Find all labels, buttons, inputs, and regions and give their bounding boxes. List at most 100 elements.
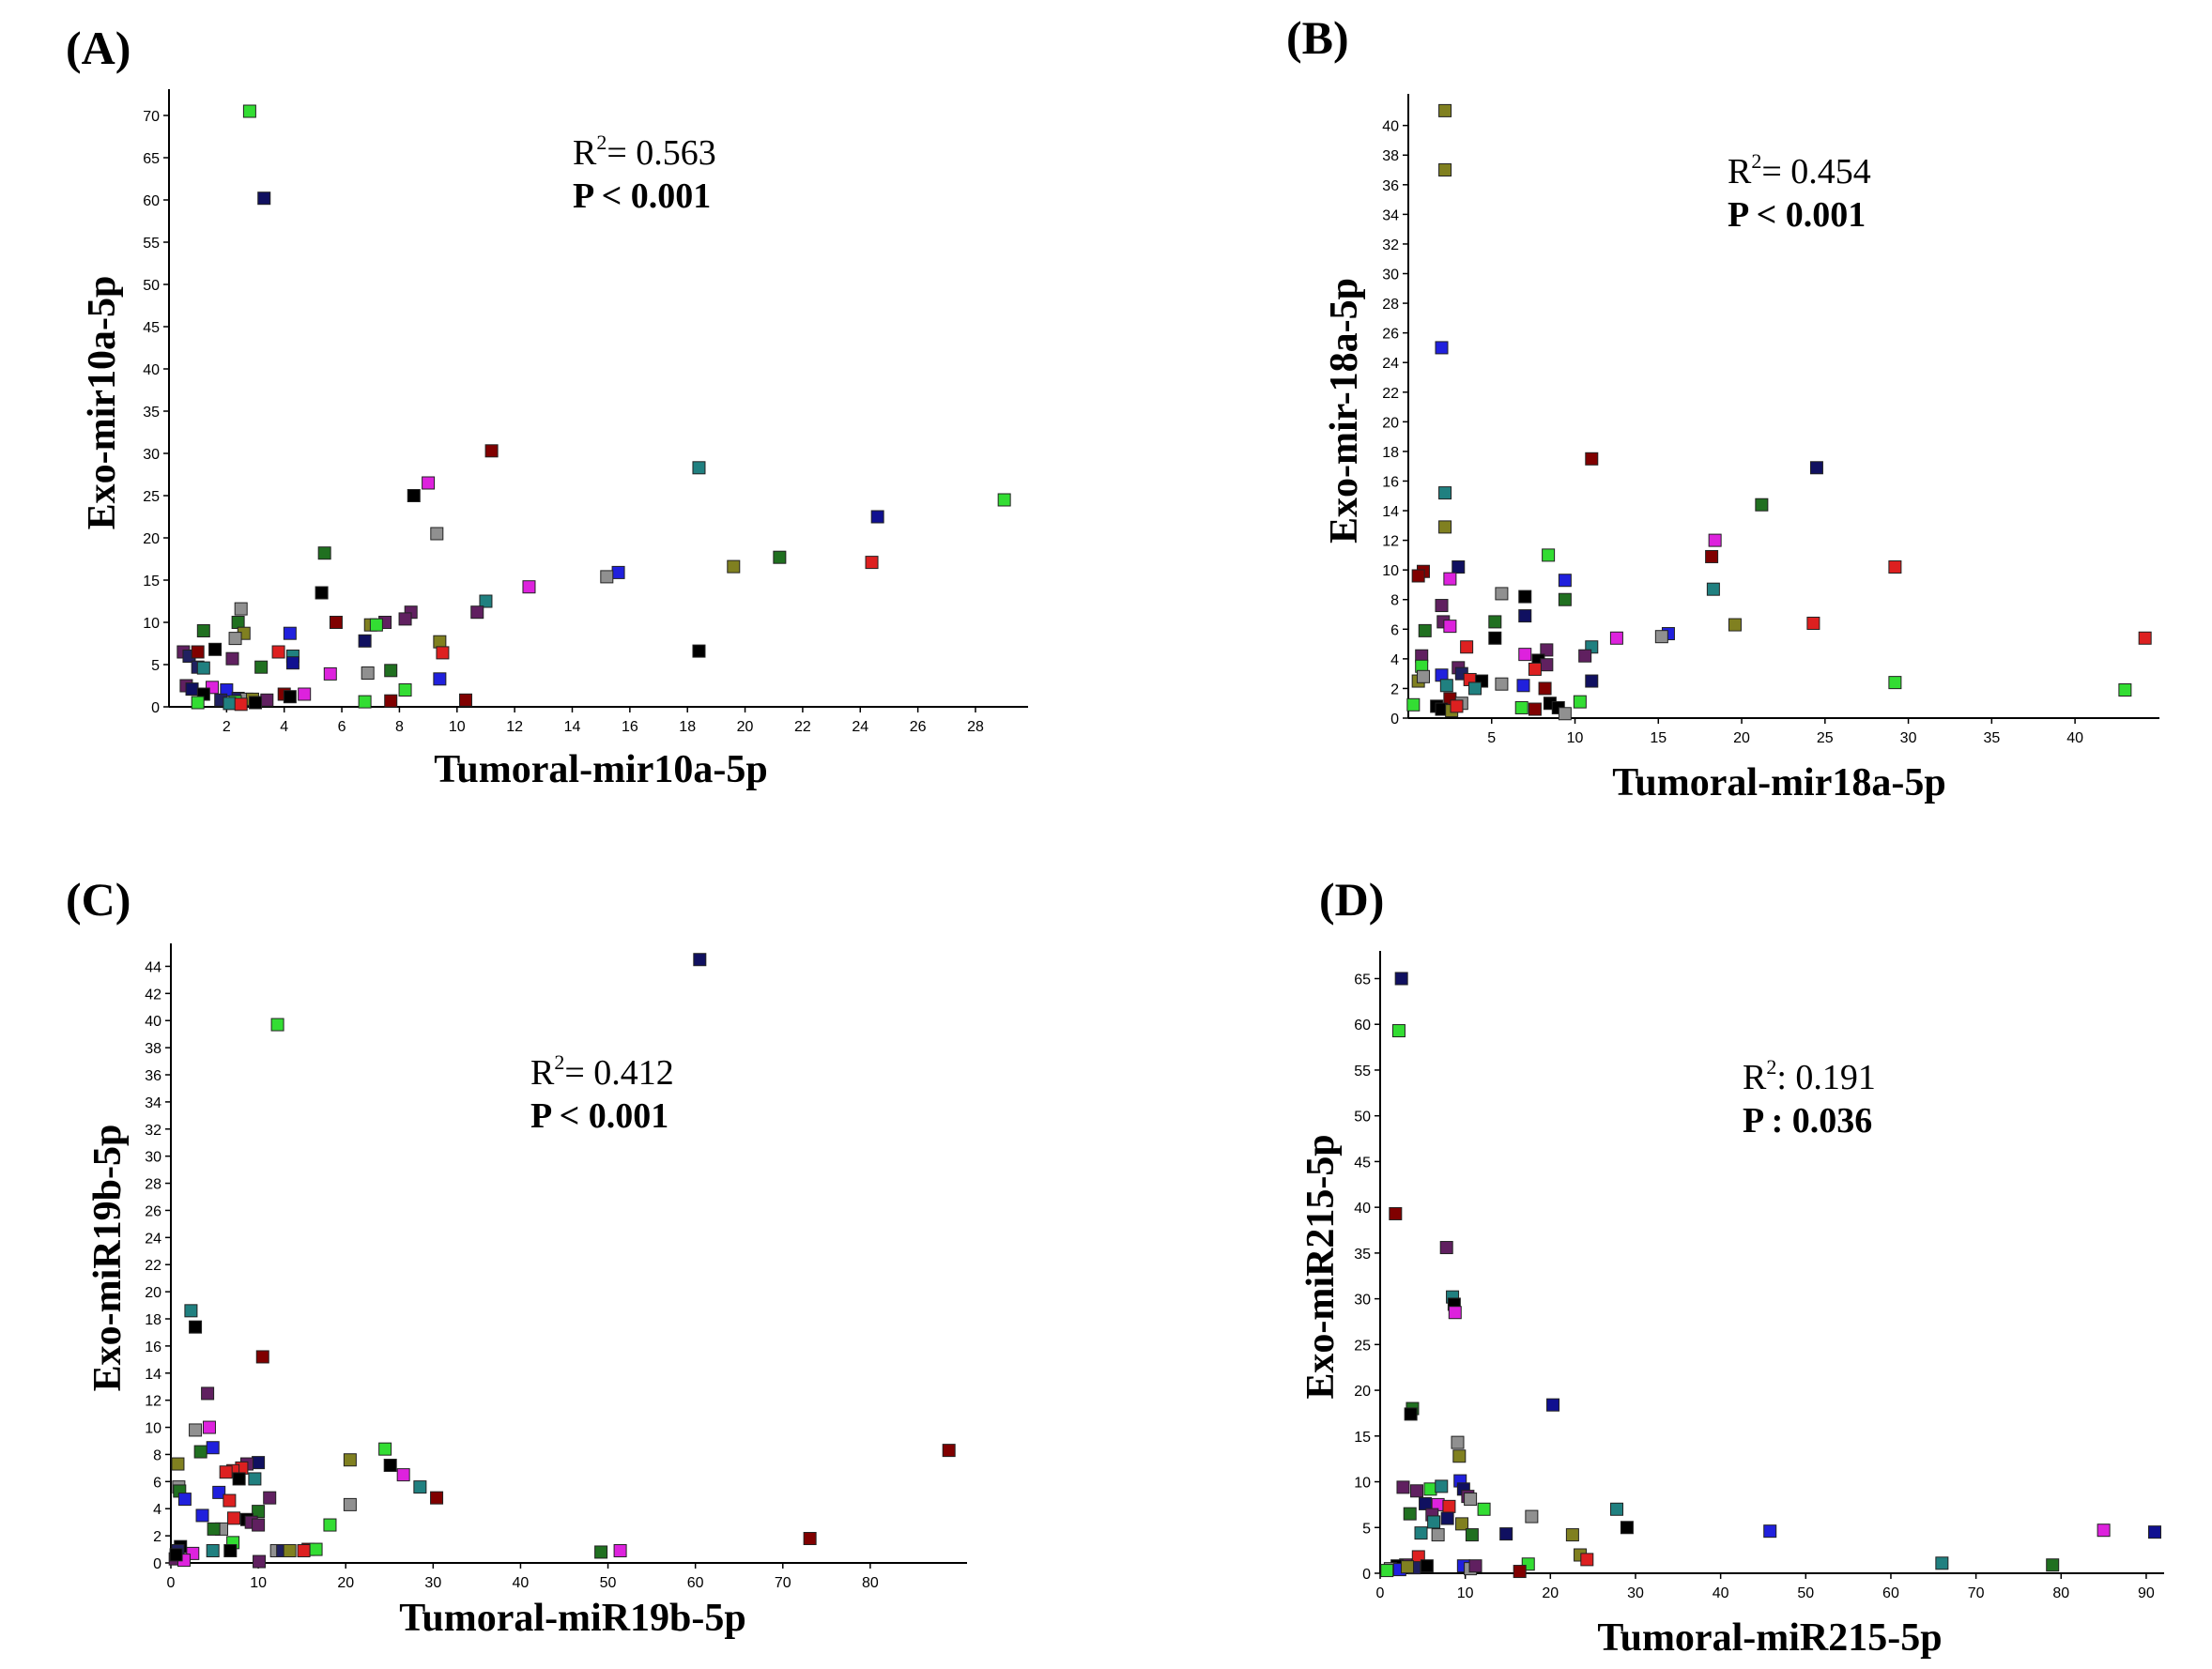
y-tick-label: 50 xyxy=(1354,1110,1371,1125)
panel-label: (A) xyxy=(66,22,131,74)
x-tick-label: 10 xyxy=(1567,730,1584,746)
y-tick-label: 40 xyxy=(143,362,160,378)
data-point xyxy=(1468,1559,1482,1573)
data-point xyxy=(1578,649,1592,663)
data-point xyxy=(177,1493,192,1507)
y-axis-title: Exo-mir10a-5p xyxy=(81,276,124,530)
data-point xyxy=(323,666,337,681)
x-tick-label: 24 xyxy=(852,719,868,735)
r-squared-value: : 0.191 xyxy=(1776,1058,1876,1097)
data-point xyxy=(193,1445,207,1459)
data-point xyxy=(1888,560,1902,574)
data-point xyxy=(522,580,536,594)
data-point xyxy=(234,602,248,616)
data-point xyxy=(271,645,285,659)
data-point xyxy=(248,1472,262,1486)
x-tick-label: 80 xyxy=(862,1575,879,1591)
data-point xyxy=(413,1480,427,1494)
data-point xyxy=(479,594,493,608)
data-point xyxy=(433,635,447,649)
data-point xyxy=(1705,549,1719,563)
r-symbol: R xyxy=(1728,152,1752,191)
data-point xyxy=(255,1350,269,1364)
data-point xyxy=(2148,1525,2161,1539)
y-tick-label: 8 xyxy=(1390,593,1399,609)
data-point xyxy=(470,605,484,620)
data-point xyxy=(252,1456,266,1470)
data-point xyxy=(433,672,447,686)
data-point xyxy=(191,645,205,659)
y-tick-label: 24 xyxy=(145,1231,161,1247)
data-point xyxy=(458,693,472,707)
data-point xyxy=(270,1018,284,1032)
y-tick-label: 14 xyxy=(1382,504,1399,520)
data-point xyxy=(2118,683,2132,697)
r-squared-label: R2= 0.563 xyxy=(573,130,716,173)
data-point xyxy=(1580,1553,1594,1567)
data-point xyxy=(309,1542,323,1556)
data-point xyxy=(1409,1484,1423,1498)
data-point xyxy=(283,626,297,640)
x-tick-label: 15 xyxy=(1650,730,1667,746)
data-point xyxy=(1416,669,1430,683)
y-tick-label: 30 xyxy=(1354,1293,1371,1309)
y-tick-label: 45 xyxy=(143,320,160,336)
x-tick-label: 25 xyxy=(1817,730,1834,746)
y-tick-label: 16 xyxy=(1382,474,1399,490)
data-point xyxy=(1495,677,1509,691)
x-tick-label: 6 xyxy=(338,719,346,735)
data-point xyxy=(358,695,372,709)
data-point xyxy=(223,1493,237,1508)
y-tick-label: 32 xyxy=(1382,237,1399,253)
data-point xyxy=(600,570,614,584)
x-tick-label: 8 xyxy=(395,719,404,735)
data-point xyxy=(1477,1502,1491,1516)
y-tick-label: 60 xyxy=(143,193,160,209)
panel-label: (B) xyxy=(1286,11,1349,64)
data-point xyxy=(1528,702,1542,716)
y-tick-label: 20 xyxy=(143,531,160,547)
x-tick-label: 70 xyxy=(775,1575,791,1591)
x-axis-title: Tumoral-mir10a-5p xyxy=(434,748,767,791)
y-tick-label: 15 xyxy=(143,574,160,590)
data-point xyxy=(1418,623,1432,637)
data-point xyxy=(1706,582,1720,596)
y-tick-label: 10 xyxy=(145,1421,161,1437)
data-point xyxy=(1565,1528,1579,1542)
x-tick-label: 26 xyxy=(910,719,927,735)
r-squared-exponent: 2 xyxy=(1751,149,1761,173)
r-squared-value: = 0.563 xyxy=(607,133,715,173)
data-point xyxy=(1448,1306,1462,1320)
data-point xyxy=(1391,1024,1406,1038)
y-tick-label: 38 xyxy=(145,1041,161,1057)
y-tick-label: 5 xyxy=(1362,1521,1371,1537)
y-tick-label: 35 xyxy=(143,405,160,421)
data-point xyxy=(997,493,1011,507)
x-tick-label: 70 xyxy=(1968,1585,1985,1601)
data-point xyxy=(1728,618,1742,632)
data-point xyxy=(1451,1435,1465,1449)
y-tick-label: 55 xyxy=(1354,1064,1371,1079)
data-point xyxy=(1380,1564,1394,1578)
y-tick-label: 28 xyxy=(1382,297,1399,313)
data-point xyxy=(1411,569,1425,583)
scatter-panel-c: (C)0246810121416182022242628303234363840… xyxy=(66,873,967,1640)
data-point xyxy=(196,661,210,675)
data-point xyxy=(1438,486,1452,500)
y-tick-label: 25 xyxy=(1354,1338,1371,1354)
y-tick-label: 70 xyxy=(143,109,160,125)
data-point xyxy=(1389,1206,1403,1220)
data-point xyxy=(1427,1515,1441,1529)
r-symbol: R xyxy=(1743,1058,1767,1097)
data-point xyxy=(234,697,248,712)
data-point xyxy=(1443,620,1457,634)
y-tick-label: 45 xyxy=(1354,1155,1371,1171)
y-tick-label: 25 xyxy=(143,489,160,505)
data-point xyxy=(1540,643,1554,657)
y-tick-label: 60 xyxy=(1354,1018,1371,1034)
data-point xyxy=(1450,699,1464,713)
x-tick-label: 16 xyxy=(622,719,638,735)
data-point xyxy=(1431,1528,1445,1542)
y-tick-label: 18 xyxy=(1382,445,1399,461)
data-point xyxy=(1394,972,1408,986)
